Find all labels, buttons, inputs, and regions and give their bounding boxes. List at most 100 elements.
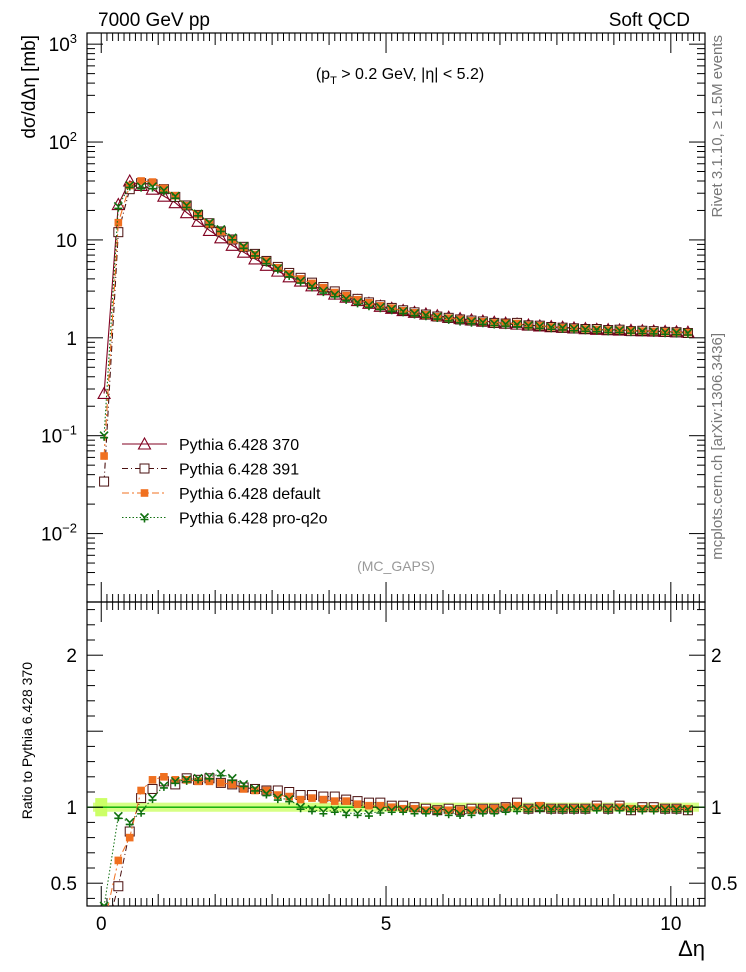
data-point: [478, 317, 488, 328]
data-point: [261, 788, 271, 799]
data-point: [513, 319, 521, 328]
ratio-ytick-label-right: 0.5: [711, 874, 737, 895]
data-point: [136, 793, 147, 804]
data-point: [501, 803, 510, 811]
data-point: [341, 294, 351, 304]
data-point: [139, 463, 150, 474]
data-point: [683, 804, 693, 815]
data-point: [202, 223, 217, 236]
data-point: [649, 804, 659, 815]
data-point: [432, 312, 442, 323]
data-point: [501, 319, 511, 330]
data-point: [433, 806, 442, 815]
data-point: [546, 804, 556, 815]
data-point: [387, 805, 397, 816]
data-point: [284, 795, 294, 805]
data-point: [365, 801, 373, 810]
data-point: [353, 800, 362, 808]
side-label-rivet: Rivet 3.1.10, ≥ 1.5M events: [709, 35, 726, 218]
series-line: [103, 180, 688, 394]
data-point: [432, 807, 442, 817]
legend-label: Pythia 6.428 pro-q2o: [179, 511, 328, 528]
data-point: [422, 806, 430, 815]
legend-label: Pythia 6.428 default: [179, 486, 321, 503]
data-point: [501, 805, 511, 816]
data-point: [193, 773, 203, 784]
data-point: [660, 804, 670, 815]
data-point: [353, 295, 362, 304]
data-point: [569, 804, 579, 815]
data-point: [148, 178, 157, 186]
data-point: [307, 281, 317, 292]
data-point: [671, 328, 682, 338]
ratio-series-line: [103, 773, 688, 906]
data-point: [683, 328, 693, 338]
series-proq2o: [99, 180, 693, 441]
data-point: [660, 327, 670, 338]
data-point: [182, 775, 192, 785]
data-point: [160, 184, 168, 193]
data-point: [262, 786, 271, 795]
data-point: [213, 230, 228, 244]
data-point: [168, 195, 183, 209]
data-point: [421, 310, 431, 321]
data-point: [444, 314, 454, 324]
data-point: [296, 802, 306, 813]
ratio-plot-frame: [86, 601, 706, 907]
data-point: [216, 769, 226, 779]
data-point: [100, 935, 109, 944]
data-point: [489, 318, 499, 329]
data-point: [228, 780, 237, 789]
data-point: [513, 801, 521, 810]
data-point: [125, 817, 135, 828]
data-point: [99, 476, 110, 487]
data-point: [580, 324, 590, 335]
data-point: [375, 806, 385, 816]
data-point: [592, 804, 602, 814]
data-point: [114, 218, 123, 227]
data-point: [603, 325, 613, 336]
data-point: [376, 801, 385, 810]
ratio-plot: 2 2 1 1 0.5 0.5 0 5 10 Ratio to Pythia 6.428 370…: [19, 601, 737, 961]
data-point: [137, 436, 152, 450]
xtick-label: 0: [96, 914, 107, 935]
data-point: [558, 323, 568, 333]
data-point: [136, 182, 146, 192]
data-point: [113, 811, 123, 822]
ratio-series-line: [107, 776, 688, 906]
data-point: [330, 288, 339, 297]
data-point: [603, 804, 613, 815]
data-point: [558, 804, 568, 815]
data-point: [467, 806, 476, 815]
data-point: [421, 807, 431, 817]
data-point: [204, 218, 215, 228]
data-point: [100, 452, 108, 460]
data-point: [147, 783, 158, 794]
data-point: [170, 776, 180, 787]
data-point: [352, 297, 363, 308]
legend-entry-s370: Pythia 6.428 370: [122, 436, 299, 454]
main-ytick-label: 103: [49, 31, 77, 56]
data-point: [147, 182, 158, 192]
data-point: [479, 804, 487, 813]
data-point: [444, 806, 453, 815]
main-ytick-label: 10: [56, 231, 77, 252]
ratio-series: [99, 769, 693, 944]
data-point: [160, 773, 168, 781]
data-point: [273, 793, 283, 804]
x-axis-label: Δη: [678, 936, 705, 961]
main-ylabel: dσ/dΔη [mb]: [19, 35, 40, 139]
data-point: [193, 209, 203, 219]
data-point: [148, 776, 157, 784]
data-point: [535, 804, 545, 814]
data-point: [125, 833, 134, 842]
data-point: [637, 326, 647, 337]
data-point: [227, 773, 237, 784]
data-point: [284, 270, 294, 280]
data-point: [191, 214, 205, 227]
data-point: [456, 806, 464, 815]
data-point: [156, 189, 171, 202]
data-point: [489, 807, 499, 817]
